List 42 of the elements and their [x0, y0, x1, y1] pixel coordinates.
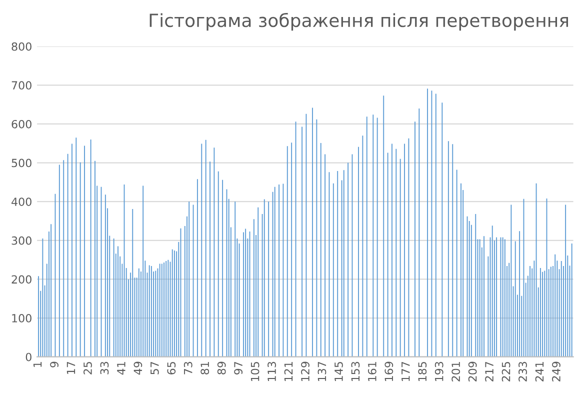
y-tick-label: 100: [12, 314, 32, 322]
x-tick-label: 89: [217, 362, 226, 374]
x-tick-label: 25: [84, 362, 92, 374]
x-tick-label: 73: [184, 362, 192, 374]
x-tick-label: 137: [318, 362, 326, 381]
x-tick-label: 121: [284, 362, 293, 381]
x-tick-label: 17: [66, 362, 76, 374]
x-tick-label: 9: [50, 362, 58, 368]
x-tick-label: 249: [552, 362, 560, 382]
x-tick-label: 217: [485, 362, 494, 382]
x-tick-label: 41: [117, 362, 126, 375]
x-tick-label: 97: [234, 362, 243, 374]
y-tick-label: 200: [12, 275, 32, 284]
x-tick-label: 57: [150, 362, 159, 374]
y-tick-label: 0: [26, 352, 32, 362]
y-tick-label: 300: [12, 236, 32, 245]
x-tick-label: 193: [434, 362, 444, 381]
y-tick-label: 600: [12, 120, 32, 128]
x-tick-label: 49: [134, 362, 142, 375]
x-tick-label: 161: [368, 362, 376, 381]
x-tick-label: 113: [268, 362, 276, 381]
x-tick-label: 145: [334, 362, 343, 381]
x-tick-label: 185: [418, 362, 427, 381]
x-tick-label: 241: [535, 362, 544, 382]
x-tick-label: 33: [100, 362, 109, 374]
chart-title: Гістограма зображення після перетворення: [150, 12, 568, 31]
x-tick-label: 105: [250, 362, 260, 381]
x-tick-label: 225: [502, 362, 510, 382]
x-tick-label: 81: [200, 362, 210, 374]
x-tick-label: 233: [518, 362, 527, 382]
y-tick-label: 700: [12, 81, 32, 90]
x-tick-label: 153: [351, 362, 360, 381]
x-tick-label: 1: [33, 362, 42, 367]
x-tick-label: 129: [301, 362, 310, 381]
x-tick-label: 177: [402, 362, 410, 381]
x-tick-label: 201: [452, 362, 460, 382]
x-tick-label: 169: [384, 362, 394, 381]
y-tick-label: 400: [12, 198, 32, 206]
x-tick-label: 65: [167, 362, 176, 374]
y-tick-label: 800: [12, 42, 32, 51]
x-tick-label: 209: [468, 362, 477, 382]
y-tick-label: 500: [12, 158, 32, 168]
